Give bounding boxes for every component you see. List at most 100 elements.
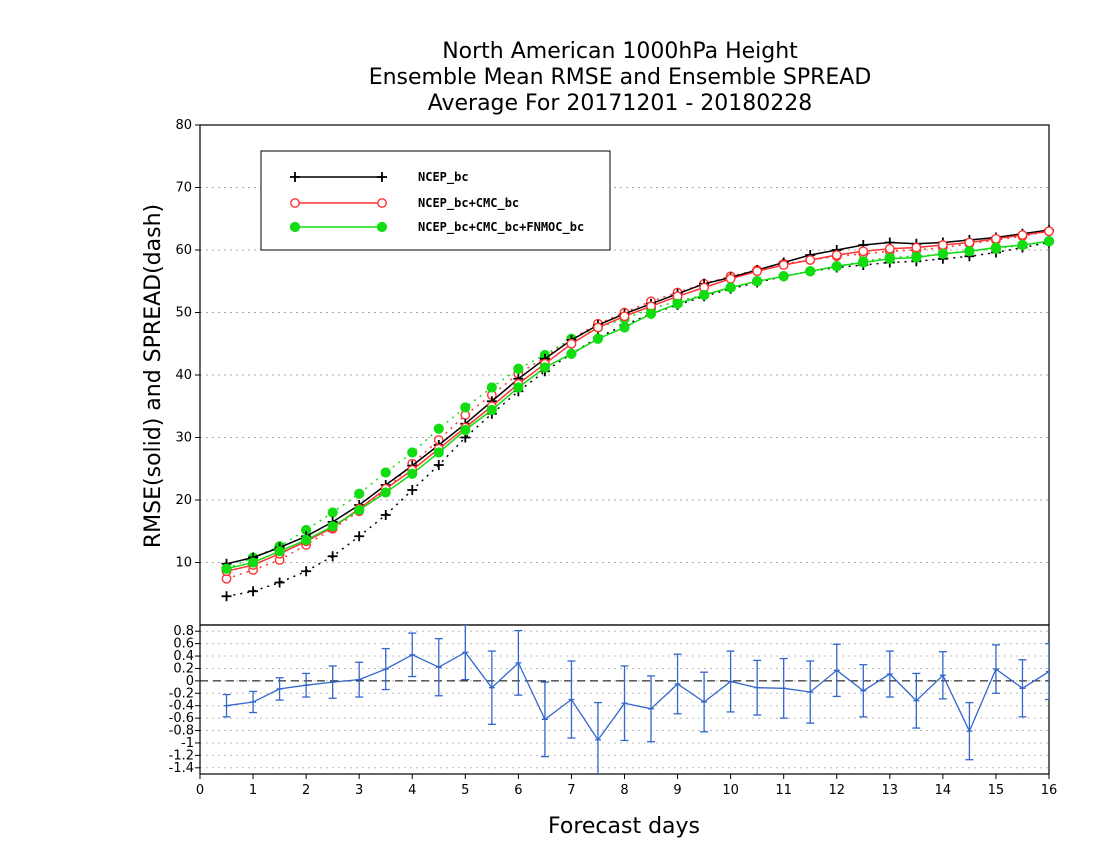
series-2-rmse-point <box>433 447 444 458</box>
x-tick-label: 10 <box>722 783 739 798</box>
diff-error-bar <box>779 657 788 719</box>
series-2-rmse-point <box>460 424 471 436</box>
diff-y-tick-label: 0.2 <box>173 661 194 676</box>
diff-series-group <box>222 625 1049 774</box>
series-2-rmse-point <box>274 546 285 557</box>
series-1-rmse-point <box>937 240 948 250</box>
diff-error-bar <box>965 701 974 761</box>
series-2-rmse-point <box>672 298 683 309</box>
series-2-rmse-point <box>327 521 338 532</box>
difference-plot-panel: -1.4-1.2-1-0.8-0.6-0.4-0.200.20.40.60.80… <box>169 624 1058 798</box>
x-tick-label: 11 <box>775 783 792 798</box>
series-1-rmse-point <box>884 243 895 254</box>
main-plot-panel: 10 20 30 40 50 60 70 80 <box>175 118 1055 626</box>
series-2-rmse-point <box>301 534 312 546</box>
series-2-rmse-point <box>1017 239 1028 251</box>
legend-entry: NCEP_bc <box>290 170 469 185</box>
diff-error-bar <box>487 650 496 725</box>
series-2-rmse-point <box>486 404 497 416</box>
diff-y-tick-label: -0.6 <box>169 711 194 726</box>
diff-error-bar <box>647 675 656 743</box>
diff-error-bar <box>832 643 841 698</box>
x-axis-label: Forecast days <box>548 814 700 839</box>
legend-entry: NCEP_bc+CMC_bc <box>290 196 519 211</box>
series-1-rmse-point <box>725 273 736 284</box>
diff-error-bar <box>991 644 1000 694</box>
series-2-rmse-point <box>990 242 1002 253</box>
main-y-tick-label: 70 <box>175 181 192 196</box>
legend-marker <box>376 221 388 233</box>
diff-error-bar <box>700 671 709 733</box>
series-0-spread-point <box>301 566 312 577</box>
series-0-spread-point <box>380 510 391 520</box>
series-1-rmse-point <box>831 250 842 260</box>
x-tick-label: 14 <box>935 783 952 798</box>
series-2-rmse-point <box>964 246 975 257</box>
series-2-rmse-point <box>221 563 232 574</box>
legend-marker <box>377 172 387 182</box>
series-1-rmse-point <box>911 242 922 253</box>
series-1-rmse-line <box>226 230 1050 573</box>
y-axis-label: RMSE(solid) and SPREAD(dash) <box>141 204 166 548</box>
diff-error-bar <box>540 681 549 758</box>
series-0-spread-point <box>221 591 232 602</box>
x-tick-label: 0 <box>196 783 204 798</box>
legend-marker <box>290 172 300 182</box>
series-2-rmse-line <box>226 240 1050 570</box>
series-0-spread-point <box>433 460 444 470</box>
diff-error-bar <box>593 701 602 774</box>
series-2-rmse-point <box>247 557 259 568</box>
x-tick-label: 15 <box>988 783 1005 798</box>
series-2-rmse-point <box>592 333 604 344</box>
series-2-rmse-point <box>725 282 736 293</box>
diff-error-bar <box>381 647 390 691</box>
series-2-rmse-point <box>831 261 842 272</box>
diff-y-tick-label: -0.8 <box>169 724 194 739</box>
main-y-tick-label: 20 <box>175 493 192 508</box>
series-2-rmse-point <box>407 468 418 479</box>
x-tick-label: 13 <box>882 783 899 798</box>
x-tick-label: 7 <box>567 783 575 798</box>
diff-error-bar <box>275 677 284 701</box>
series-1-rmse-point <box>752 266 763 277</box>
series-2-rmse-point <box>884 253 895 264</box>
x-tick-label: 3 <box>355 783 363 798</box>
legend-box <box>260 150 611 251</box>
x-tick-label: 12 <box>828 783 845 798</box>
diff-y-tick-label: 0 <box>186 674 194 689</box>
diff-error-bar <box>726 650 735 713</box>
series-2-spread-point <box>354 488 365 499</box>
legend-label: NCEP_bc+CMC_bc+FNMOC_bc <box>418 220 584 235</box>
series-2-rmse-point <box>539 362 551 373</box>
series-0-spread-point <box>248 586 259 597</box>
legend-marker <box>289 221 301 233</box>
series-2-rmse-point <box>354 504 365 516</box>
series-2-rmse-point <box>752 276 763 287</box>
series-2-rmse-point <box>778 271 789 282</box>
diff-error-bar <box>620 665 629 742</box>
series-2-rmse-point <box>858 257 869 268</box>
diff-error-bar <box>753 659 762 716</box>
diff-y-tick-label: -1 <box>181 736 194 751</box>
diff-error-bar <box>885 650 894 698</box>
series-1-rmse-point <box>778 260 789 270</box>
series-0-spread-point <box>274 577 285 588</box>
diff-y-tick-label: 0.4 <box>173 649 194 664</box>
x-tick-label: 8 <box>620 783 628 798</box>
series-2-rmse-point <box>698 289 710 301</box>
series-0-spread-line <box>226 241 1050 598</box>
series-2-spread-point <box>407 447 418 458</box>
diff-error-bar <box>461 625 470 681</box>
main-y-tick-label: 80 <box>175 118 192 133</box>
series-1-rmse-point <box>858 246 869 257</box>
main-y-tick-label: 40 <box>175 368 192 383</box>
diff-error-bar <box>302 672 311 698</box>
diff-error-bar <box>222 693 231 718</box>
series-2-rmse-point <box>937 248 948 259</box>
diff-error-bar <box>434 638 443 697</box>
series-2-rmse-point <box>911 252 922 263</box>
title-line-2: Ensemble Mean RMSE and Ensemble SPREAD <box>369 65 872 90</box>
main-y-tick-label: 60 <box>175 243 192 258</box>
diff-error-bar <box>249 690 258 714</box>
